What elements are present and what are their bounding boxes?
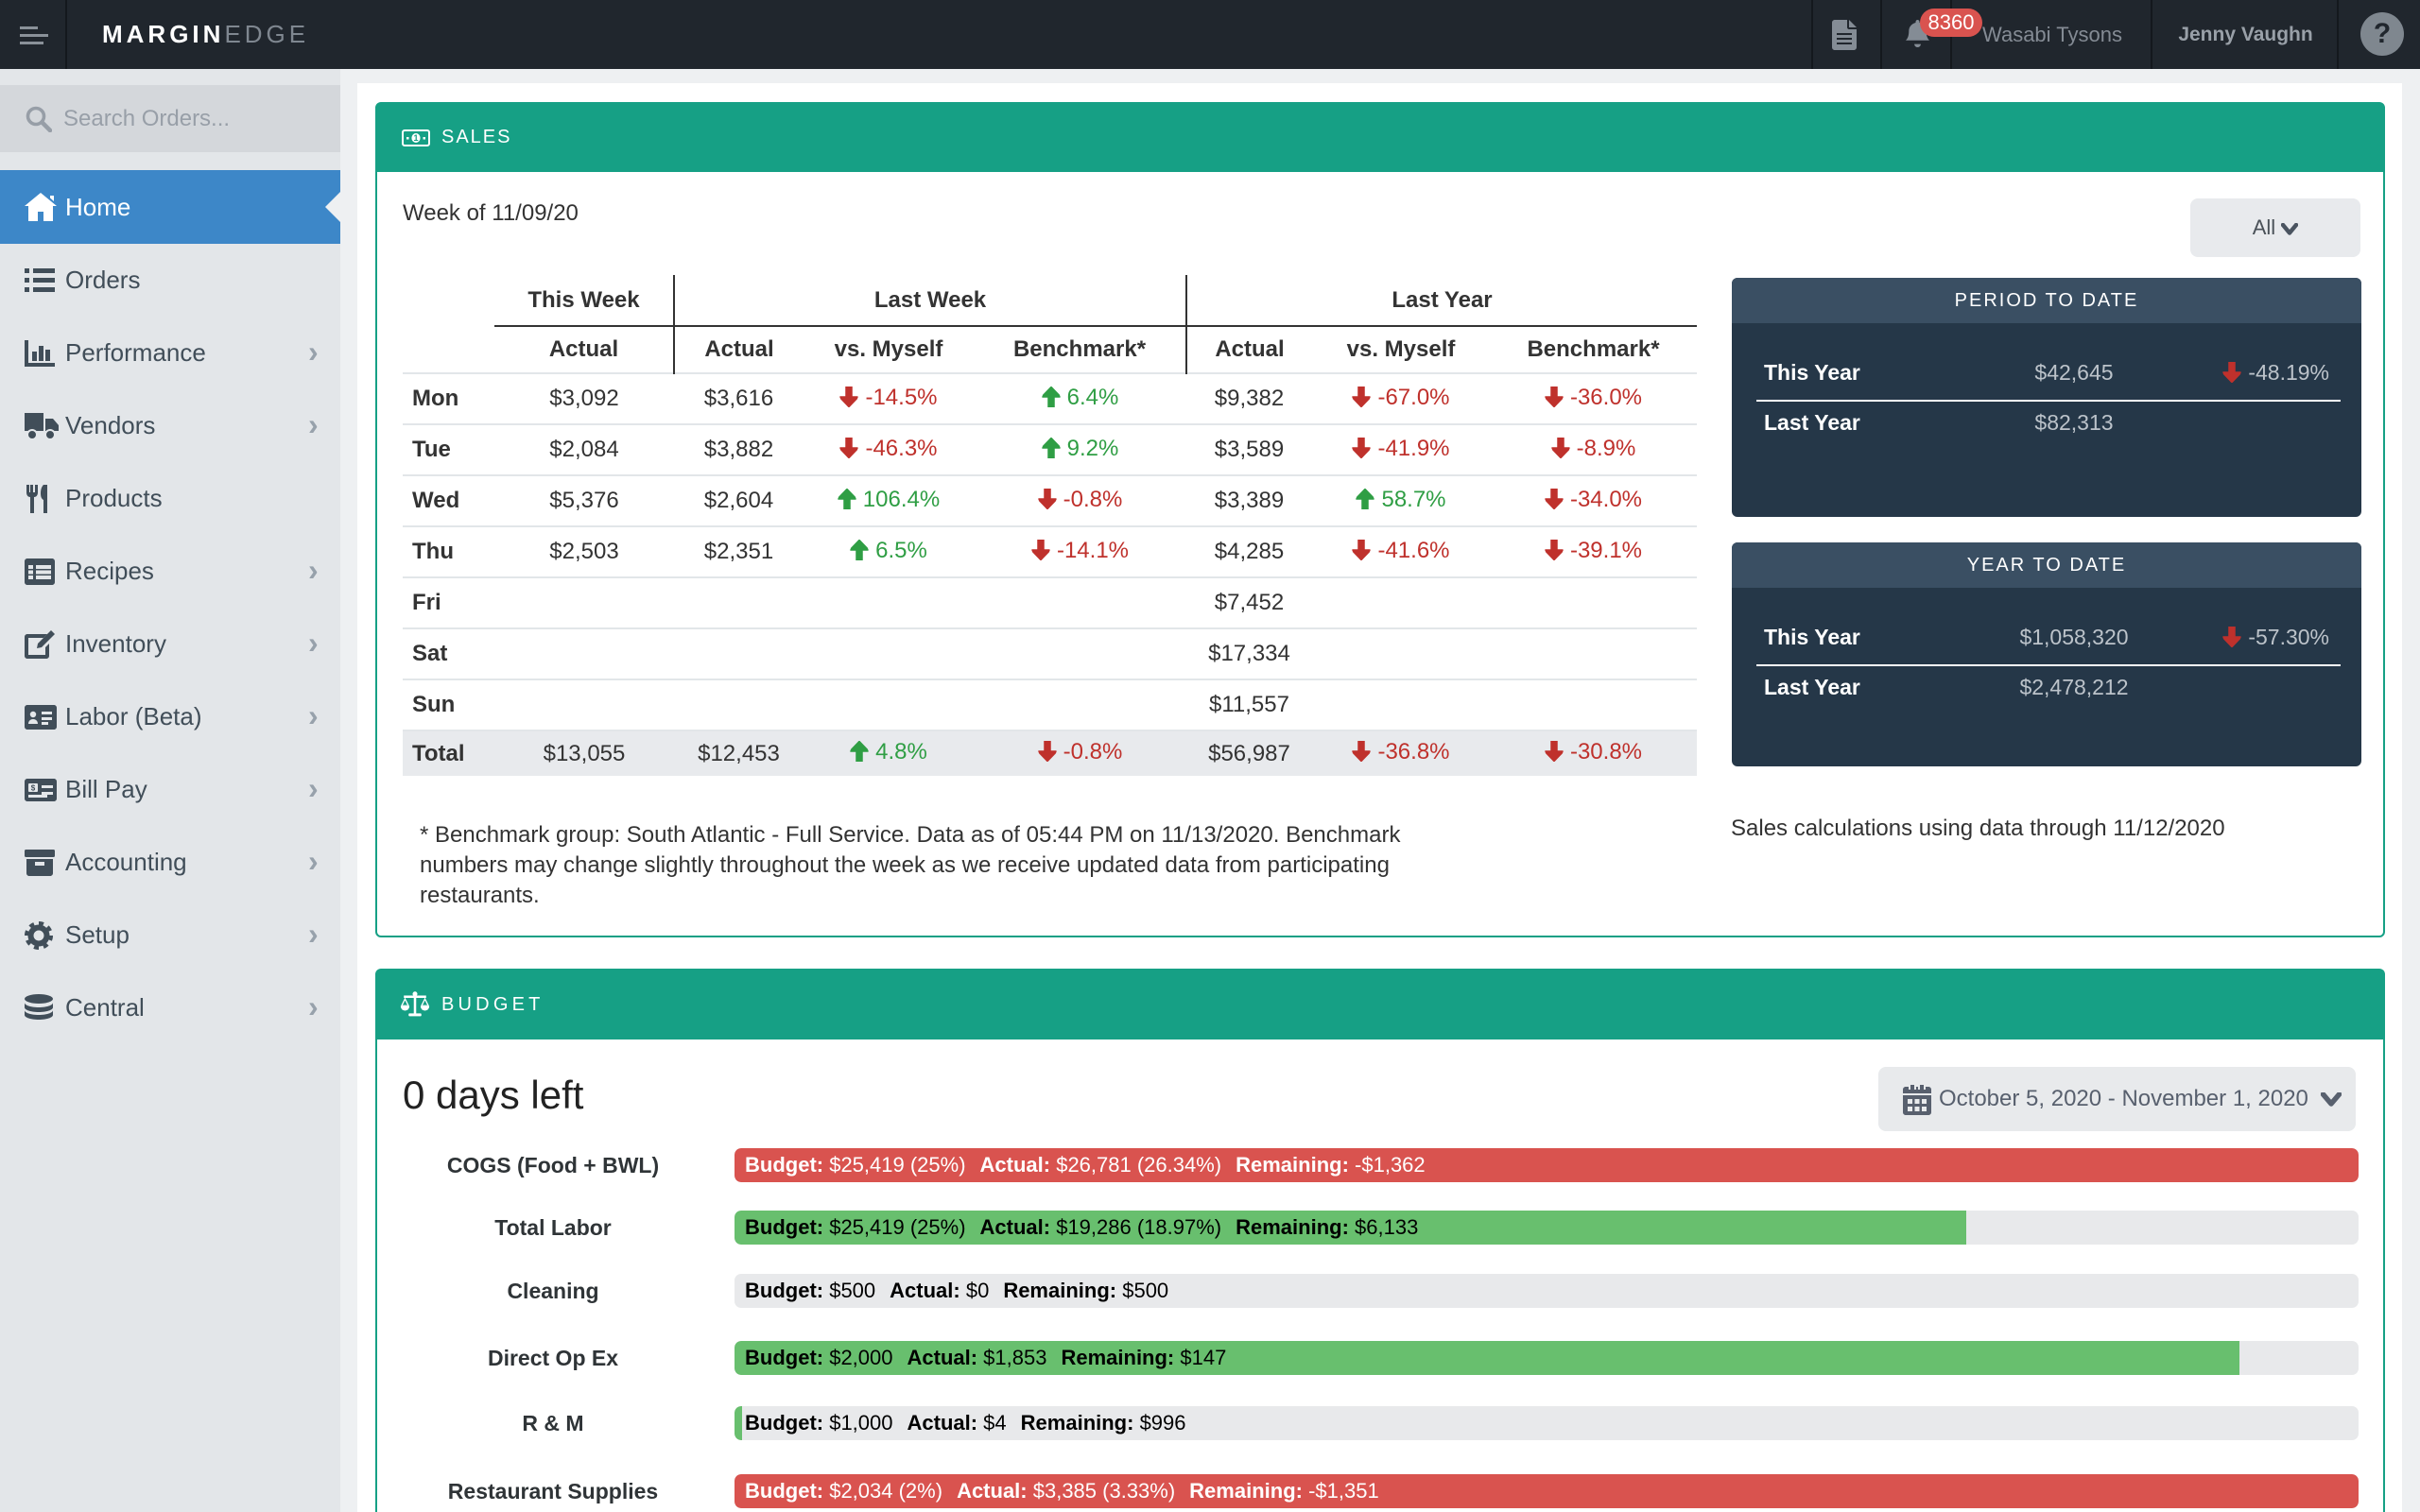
svg-text:$: $ (31, 783, 36, 792)
svg-text:1: 1 (413, 133, 418, 143)
